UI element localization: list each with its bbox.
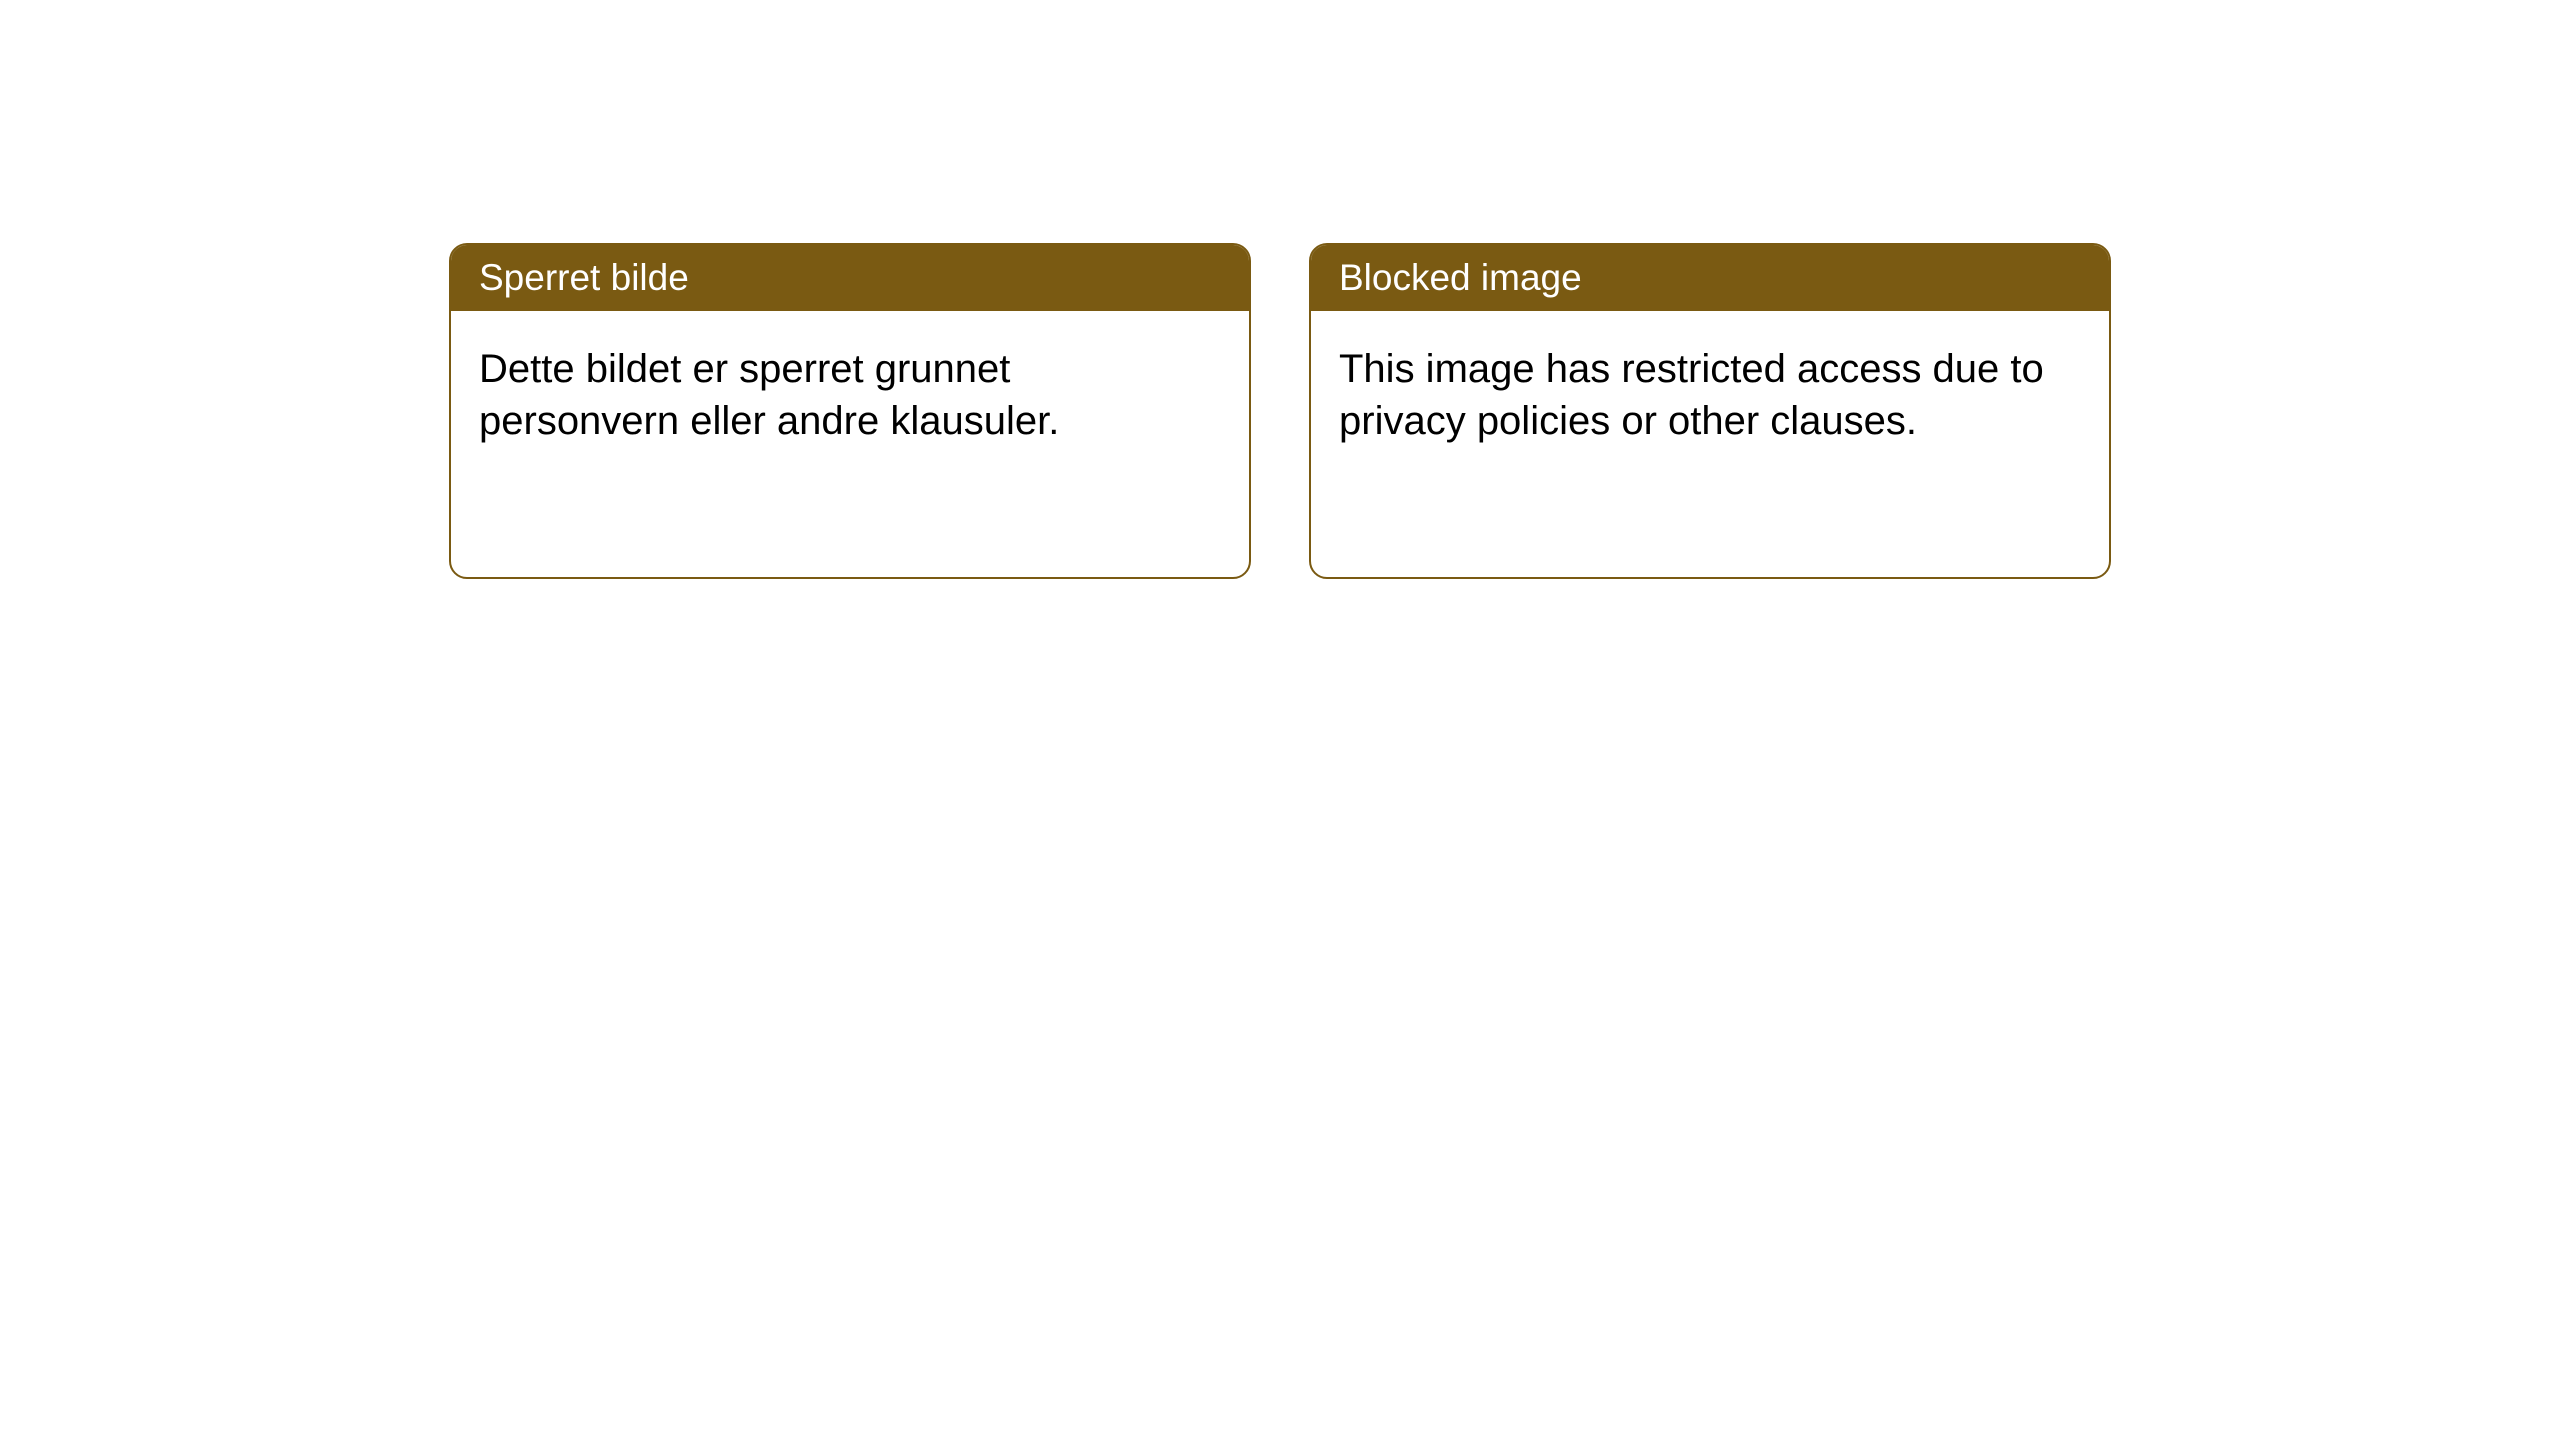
- card-header-english: Blocked image: [1311, 245, 2109, 311]
- blocked-image-card-norwegian: Sperret bilde Dette bildet er sperret gr…: [449, 243, 1251, 579]
- cards-container: Sperret bilde Dette bildet er sperret gr…: [449, 243, 2111, 579]
- blocked-image-card-english: Blocked image This image has restricted …: [1309, 243, 2111, 579]
- card-body-english: This image has restricted access due to …: [1311, 311, 2109, 479]
- card-body-norwegian: Dette bildet er sperret grunnet personve…: [451, 311, 1249, 479]
- card-header-norwegian: Sperret bilde: [451, 245, 1249, 311]
